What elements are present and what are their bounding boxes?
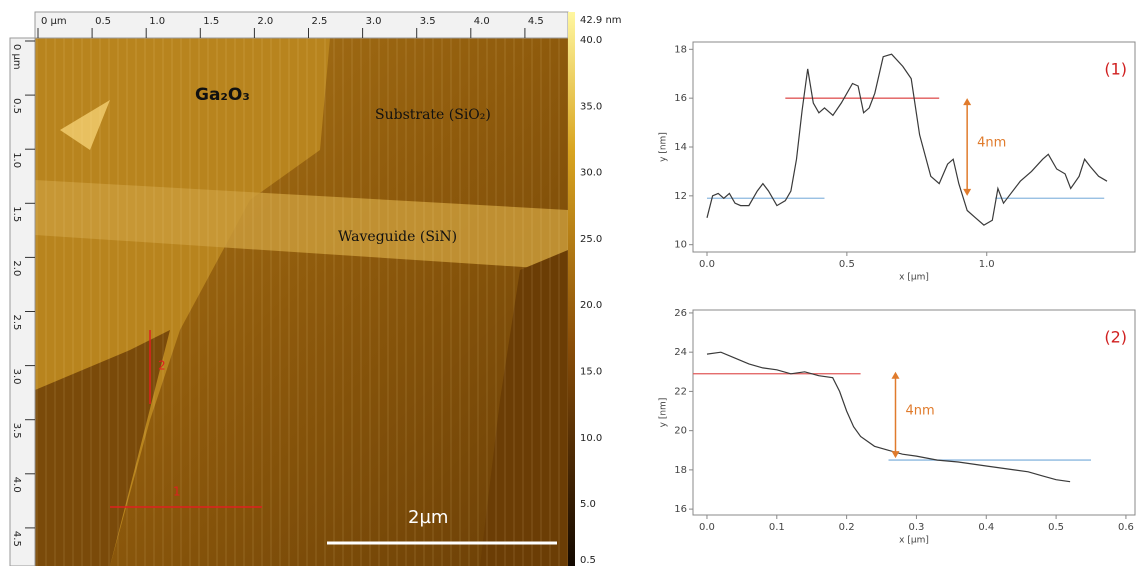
ruler-label: 0.5 (95, 16, 111, 27)
ruler-label: 1.0 (11, 152, 22, 168)
y-axis-label: y [nm] (659, 398, 669, 428)
y-tick-label: 22 (674, 386, 687, 397)
x-ruler (34, 11, 569, 39)
panel-tag: (2) (1104, 328, 1127, 347)
x-tick-label: 0.1 (769, 522, 785, 533)
profile-line (706, 351, 1071, 483)
ruler-label: 2.0 (257, 16, 273, 27)
x-tick-label: 0.4 (978, 522, 994, 533)
x-axis-label: x [µm] (899, 536, 929, 546)
ruler-label: 4.5 (11, 531, 22, 547)
ruler-label: 1.0 (149, 16, 165, 27)
x-tick-label: 0.0 (699, 259, 715, 270)
annotation: 4nm (977, 136, 1006, 151)
x-axis-label: x [µm] (899, 273, 929, 283)
x-tick-label: 0.3 (908, 522, 924, 533)
annotation: 4nm (905, 403, 934, 418)
ruler-label: 0.5 (11, 98, 22, 114)
y-tick-label: 24 (674, 347, 687, 358)
x-tick-label: 0.5 (1048, 522, 1064, 533)
colorbar-label: 15.0 (580, 367, 602, 378)
y-tick-label: 14 (674, 142, 687, 153)
scan-lines (35, 38, 568, 566)
ruler-label: 2.0 (11, 260, 22, 276)
y-tick-label: 26 (674, 308, 687, 319)
plot-frame (692, 41, 1136, 253)
label: Substrate (SiO₂) (375, 107, 491, 123)
y-ruler (9, 37, 36, 566)
colorbar-label: 5.0 (580, 499, 596, 510)
colorbar-label: 42.9 nm (580, 15, 622, 26)
x-tick-label: 0.5 (839, 259, 855, 270)
profile-line (706, 53, 1108, 226)
y-tick-label: 16 (674, 504, 687, 515)
ruler-label: 1.5 (11, 206, 22, 222)
ruler-label: 3.0 (366, 16, 382, 27)
colorbar-label: 0.5 (580, 555, 596, 566)
y-tick-label: 20 (674, 426, 687, 437)
ruler-label: 0 µm (11, 44, 22, 70)
label: Waveguide (SiN) (338, 229, 457, 245)
x-tick-label: 0.6 (1118, 522, 1134, 533)
profile-label: 1 (173, 485, 181, 499)
y-tick-label: 12 (674, 191, 687, 202)
y-axis-label: y [nm] (659, 132, 669, 162)
colorbar-label: 25.0 (580, 234, 602, 245)
colorbar (568, 12, 575, 566)
colorbar-label: 10.0 (580, 433, 602, 444)
x-tick-label: 0.0 (699, 522, 715, 533)
ruler-label: 2.5 (11, 315, 22, 331)
ruler-label: 1.5 (203, 16, 219, 27)
ruler-label: 3.0 (11, 369, 22, 385)
ruler-label: 4.5 (528, 16, 544, 27)
ruler-label: 3.5 (420, 16, 436, 27)
profile-label: 2 (158, 359, 166, 373)
y-tick-label: 10 (674, 240, 687, 251)
colorbar-label: 35.0 (580, 101, 602, 112)
label: Ga₂O₃ (195, 85, 250, 105)
ruler-label: 2.5 (312, 16, 328, 27)
ruler-label: 4.0 (474, 16, 490, 27)
ruler-label: 3.5 (11, 423, 22, 439)
colorbar-label: 20.0 (580, 300, 602, 311)
colorbar-label: 40.0 (580, 35, 602, 46)
panel-tag: (1) (1104, 60, 1127, 79)
x-tick-label: 0.2 (839, 522, 855, 533)
colorbar-label: 30.0 (580, 168, 602, 179)
x-tick-label: 1.0 (979, 259, 995, 270)
ruler-label: 4.0 (11, 477, 22, 493)
scale-label: 2µm (408, 507, 448, 528)
plot-frame (692, 309, 1136, 516)
y-tick-label: 16 (674, 93, 687, 104)
y-tick-label: 18 (674, 465, 687, 476)
y-tick-label: 18 (674, 44, 687, 55)
ruler-label: 0 µm (41, 16, 67, 27)
